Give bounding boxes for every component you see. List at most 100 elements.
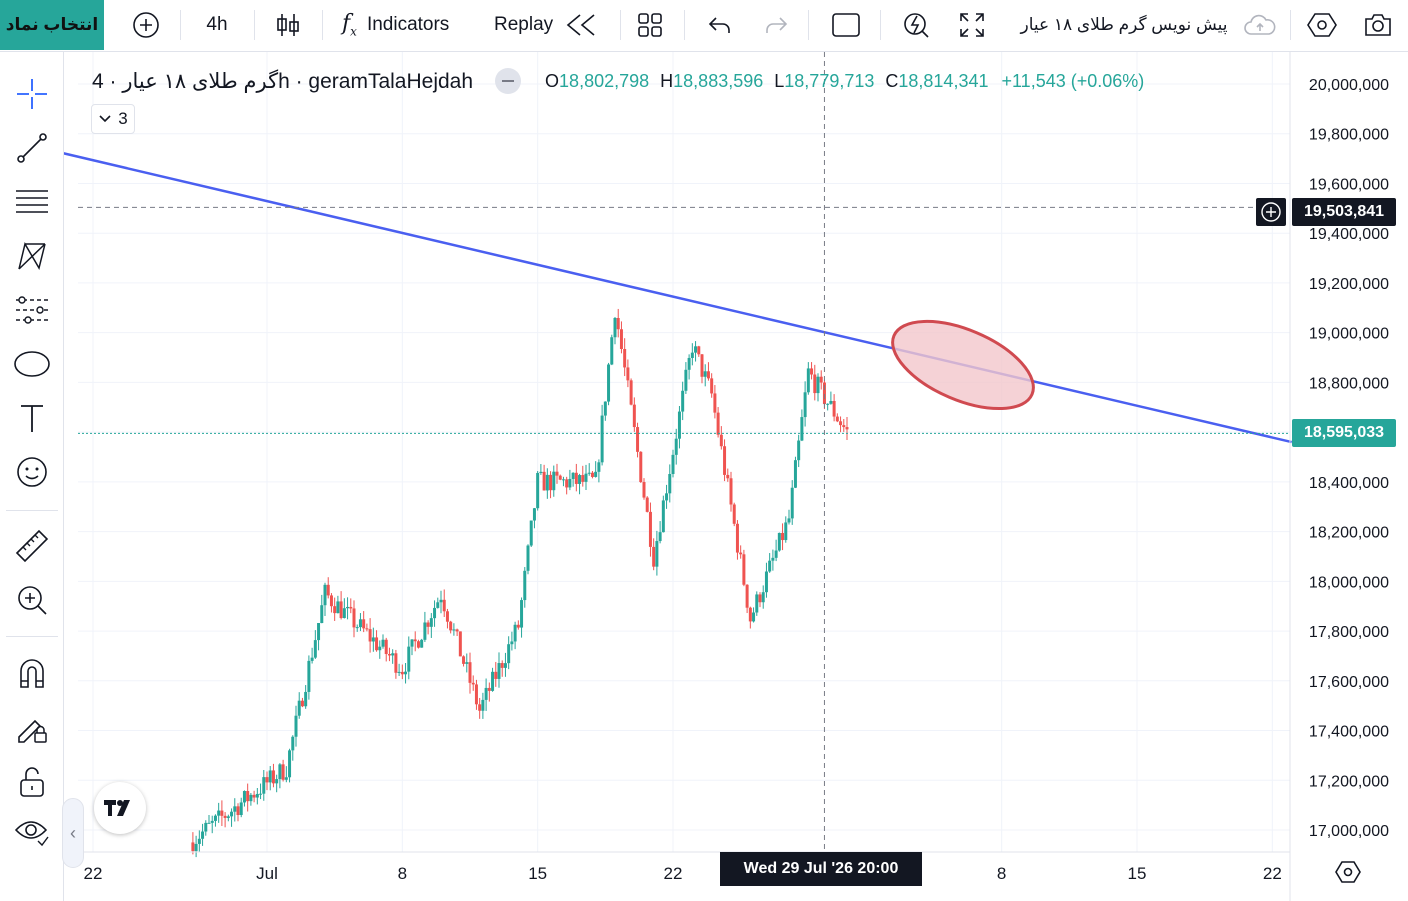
compare-button[interactable] [126, 0, 166, 50]
candle-body [574, 472, 578, 484]
redo-button[interactable] [756, 0, 796, 50]
crosshair-icon [17, 79, 47, 109]
candle-body [690, 352, 694, 358]
fullscreen-button[interactable] [952, 0, 992, 50]
candle-body [397, 671, 401, 673]
ellipse-annotation[interactable] [880, 303, 1045, 426]
indicators-toggle[interactable]: 3 [91, 104, 135, 134]
pattern-icon [18, 242, 46, 270]
fib-tool[interactable] [10, 180, 54, 224]
candle-body [539, 471, 543, 473]
cloud-save-button[interactable] [1240, 0, 1280, 50]
crosshair-add-button[interactable] [1256, 198, 1286, 226]
crosshair-time-label: Wed 29 Jul '26 20:00 [720, 852, 922, 886]
candle-body [416, 641, 420, 648]
trendline-tool[interactable] [10, 126, 54, 170]
shapes-tool[interactable] [10, 342, 54, 386]
tradingview-logo-icon [104, 800, 130, 816]
candle-body [297, 700, 301, 716]
tradingview-logo[interactable] [94, 782, 146, 834]
candle-body [207, 822, 211, 824]
candle-body [674, 438, 678, 455]
candle-body [793, 460, 797, 488]
candle-body [687, 357, 691, 370]
settings-button[interactable] [1302, 0, 1342, 50]
candle-body [368, 629, 372, 642]
prediction-tool[interactable] [10, 288, 54, 332]
symbol-title[interactable]: گرم طلای ۱۸ عیار · 4h · geramTalaHejdah [92, 69, 474, 93]
candle-body [713, 393, 717, 413]
alert-button[interactable] [896, 0, 936, 50]
candle-body [777, 532, 781, 551]
candle-body [313, 640, 317, 658]
candle-body [607, 364, 611, 402]
trendline[interactable] [54, 149, 1292, 444]
rectangle-button[interactable] [826, 0, 866, 50]
candle-body [271, 770, 275, 784]
candle-body [436, 602, 440, 608]
price-tick-label: 17,200,000 [1309, 773, 1389, 790]
price-tick-label: 19,600,000 [1309, 176, 1389, 193]
candle-body [420, 639, 424, 648]
candle-body [716, 412, 720, 435]
text-tool[interactable] [10, 396, 54, 440]
candle-body [835, 416, 839, 422]
time-tick-label: 15 [1128, 864, 1147, 883]
symbol-search-button[interactable]: انتخاب نماد [0, 0, 104, 50]
crosshair-tool[interactable] [10, 72, 54, 116]
screenshot-button[interactable] [1358, 0, 1398, 50]
replay-button[interactable]: Replay [494, 0, 610, 50]
candle-body [768, 560, 772, 572]
chart-type-button[interactable] [268, 0, 308, 50]
candle-body [413, 639, 417, 642]
indicators-count: 3 [118, 109, 128, 128]
candle-body [784, 522, 788, 541]
collapse-toolbar-handle[interactable]: ‹ [62, 798, 84, 868]
settings-icon [1307, 13, 1337, 37]
candle-body [700, 354, 704, 377]
rewind-icon [566, 14, 595, 36]
candle-body [433, 607, 437, 619]
candle-body [561, 479, 565, 481]
candle-body [201, 831, 205, 839]
price-tick-label: 17,000,000 [1309, 823, 1389, 840]
visibility-tool[interactable] [10, 810, 54, 854]
last-price-label: 18,595,033 [1292, 419, 1396, 448]
candle-body [755, 594, 759, 613]
plus-circle-icon [133, 12, 159, 38]
layout-button[interactable] [630, 0, 670, 50]
candle-body [758, 594, 762, 603]
lock-drawings-tool[interactable] [10, 706, 54, 750]
candle-body [603, 401, 607, 416]
ruler-tool[interactable] [10, 524, 54, 568]
legend-collapse-icon[interactable] [495, 68, 522, 94]
redo-icon [766, 17, 788, 33]
magnet-tool[interactable] [10, 652, 54, 696]
ruler-icon [15, 529, 49, 563]
high-value: 18,883,596 [673, 70, 764, 91]
fullscreen-icon [960, 13, 984, 37]
emoji-tool[interactable] [10, 450, 54, 494]
candle-body [320, 605, 324, 624]
low-value: 18,779,713 [784, 70, 875, 91]
candle-body [703, 371, 707, 377]
pattern-tool[interactable] [10, 234, 54, 278]
undo-button[interactable] [700, 0, 740, 50]
time-axis-settings-button[interactable] [1334, 858, 1362, 886]
candle-body [220, 810, 224, 816]
indicators-button[interactable]: fx Indicators [342, 0, 476, 50]
candle-body [710, 378, 714, 394]
candle-body [661, 500, 665, 533]
candle-body [288, 750, 292, 778]
interval-button[interactable]: 4h [206, 14, 228, 35]
rectangle-icon [832, 13, 860, 37]
unlock-tool[interactable] [10, 760, 54, 804]
zoom-tool[interactable] [10, 578, 54, 622]
candle-body [310, 657, 314, 661]
drawing-toolbar [0, 52, 64, 901]
candle-body [426, 622, 430, 627]
candle-body [665, 493, 669, 501]
candle-body [616, 317, 620, 330]
candle-body [329, 595, 333, 607]
